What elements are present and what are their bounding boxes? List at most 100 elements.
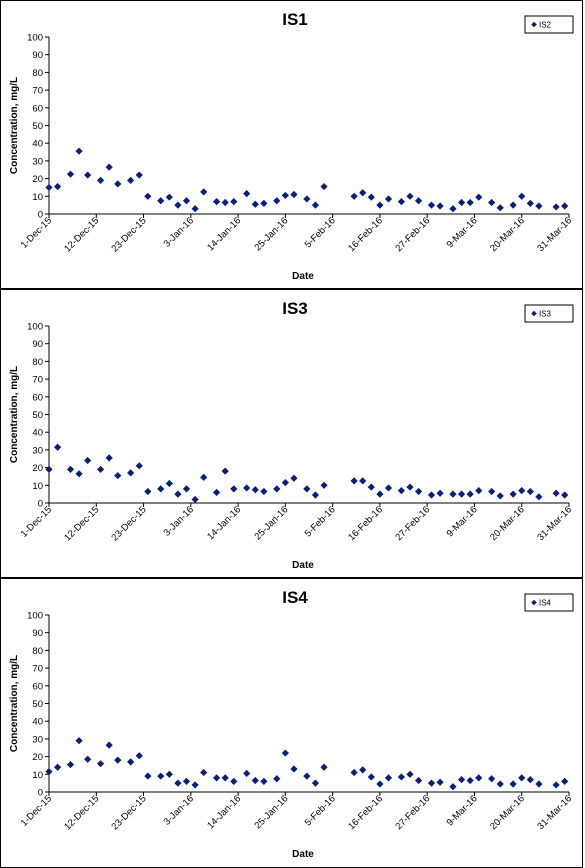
data-point	[427, 491, 436, 499]
data-point	[466, 776, 474, 785]
data-point	[53, 182, 62, 191]
chart-panel-is1: IS1 Concentration, mg/L Date 0 10 20 30 40 50 60 7…	[0, 0, 583, 289]
data-point	[165, 193, 173, 201]
x-tick-label: 1-Dec-15	[19, 215, 54, 250]
x-tick-label: 9-Mar-16	[445, 793, 480, 828]
data-point	[414, 776, 423, 785]
data-point	[281, 191, 289, 200]
y-tick-label: 0	[38, 499, 43, 510]
legend-marker	[531, 21, 537, 28]
data-point	[509, 201, 517, 209]
legend-label: IS2	[539, 21, 552, 30]
data-point	[397, 487, 405, 495]
data-point	[230, 777, 238, 785]
data-point	[157, 485, 165, 493]
data-point	[127, 758, 135, 766]
x-tick-label: 31-Mar-16	[535, 504, 574, 543]
data-point	[251, 200, 259, 208]
data-point	[127, 469, 135, 477]
data-point	[251, 486, 259, 494]
x-tick-label: 23-Dec-15	[110, 215, 149, 254]
data-point	[414, 487, 423, 496]
data-point	[518, 487, 526, 495]
data-point	[406, 483, 414, 491]
chart-title-is3: IS3	[282, 299, 308, 318]
chart-panel-is4: IS4 Concentration, mg/L Date 0 10 20 30 40 50 60 7…	[0, 578, 583, 868]
data-point	[350, 192, 358, 200]
data-point	[303, 195, 311, 203]
data-point	[466, 490, 474, 498]
data-point	[144, 487, 152, 496]
x-tick-label: 5-Feb-16	[303, 793, 338, 828]
data-point	[376, 780, 384, 788]
data-point	[414, 197, 423, 205]
x-tick-label: 14-Jan-16	[205, 215, 243, 253]
data-point	[45, 183, 53, 192]
y-tick-label: 10	[32, 481, 43, 492]
data-point	[157, 772, 165, 780]
data-point	[174, 779, 182, 787]
y-tick-label: 100	[27, 611, 43, 622]
data-point	[200, 768, 208, 777]
data-point	[251, 776, 259, 785]
y-tick-label: 30	[32, 156, 43, 167]
data-point	[290, 474, 298, 482]
data-point	[320, 481, 328, 489]
x-tick-label: 9-Mar-16	[445, 215, 480, 250]
data-point	[303, 772, 311, 780]
legend-marker	[531, 599, 537, 606]
x-tick-label: 12-Dec-15	[62, 215, 101, 254]
y-tick-label: 40	[32, 428, 43, 439]
y-axis-title: Concentration, mg/L	[9, 77, 20, 174]
data-point	[75, 470, 83, 478]
x-tick-label: 20-Mar-16	[488, 793, 527, 832]
data-point	[320, 182, 328, 191]
x-tick-label: 3-Jan-16	[162, 504, 196, 538]
y-tick-label: 40	[32, 717, 43, 728]
x-tick-label: 31-Mar-16	[535, 793, 574, 832]
data-point	[281, 479, 289, 487]
data-point	[135, 462, 143, 470]
data-point	[182, 777, 191, 785]
data-point	[359, 189, 367, 197]
data-point	[303, 485, 311, 493]
data-point	[509, 490, 517, 498]
y-tick-label: 70	[32, 375, 43, 386]
data-point	[475, 193, 483, 201]
x-tick-label: 31-Mar-16	[535, 215, 574, 254]
data-point	[367, 483, 375, 491]
data-point	[427, 779, 436, 787]
data-point	[200, 188, 208, 196]
x-axis-title: Date	[292, 271, 314, 282]
data-point	[311, 201, 320, 209]
data-point	[376, 490, 384, 498]
y-tick-label: 80	[32, 646, 43, 657]
data-point	[552, 203, 560, 211]
data-point	[260, 199, 268, 207]
chart-panel-is3: IS3 Concentration, mg/L Date 0 10 20 30 40 50 60 7…	[0, 289, 583, 578]
legend-box	[524, 304, 574, 323]
y-tick-label: 50	[32, 121, 43, 132]
data-point	[191, 205, 199, 213]
x-tick-label: 27-Feb-16	[394, 215, 433, 254]
data-point	[466, 198, 474, 207]
chart-title-is1: IS1	[282, 10, 308, 29]
data-point	[281, 749, 289, 757]
data-point	[509, 780, 517, 788]
data-point	[144, 772, 152, 780]
y-tick-label: 0	[38, 788, 43, 799]
data-point	[384, 484, 393, 492]
y-tick-label: 20	[32, 463, 43, 474]
data-point	[350, 477, 358, 485]
data-point	[526, 199, 534, 207]
data-point	[449, 205, 457, 213]
y-tick-label: 10	[32, 192, 43, 203]
x-tick-label: 3-Jan-16	[162, 793, 196, 827]
data-point	[127, 176, 135, 184]
x-tick-label: 16-Feb-16	[346, 793, 385, 832]
data-point	[367, 773, 375, 781]
data-point	[84, 456, 92, 465]
data-point	[200, 473, 208, 481]
x-axis-title: Date	[292, 849, 314, 860]
data-point	[359, 766, 367, 774]
